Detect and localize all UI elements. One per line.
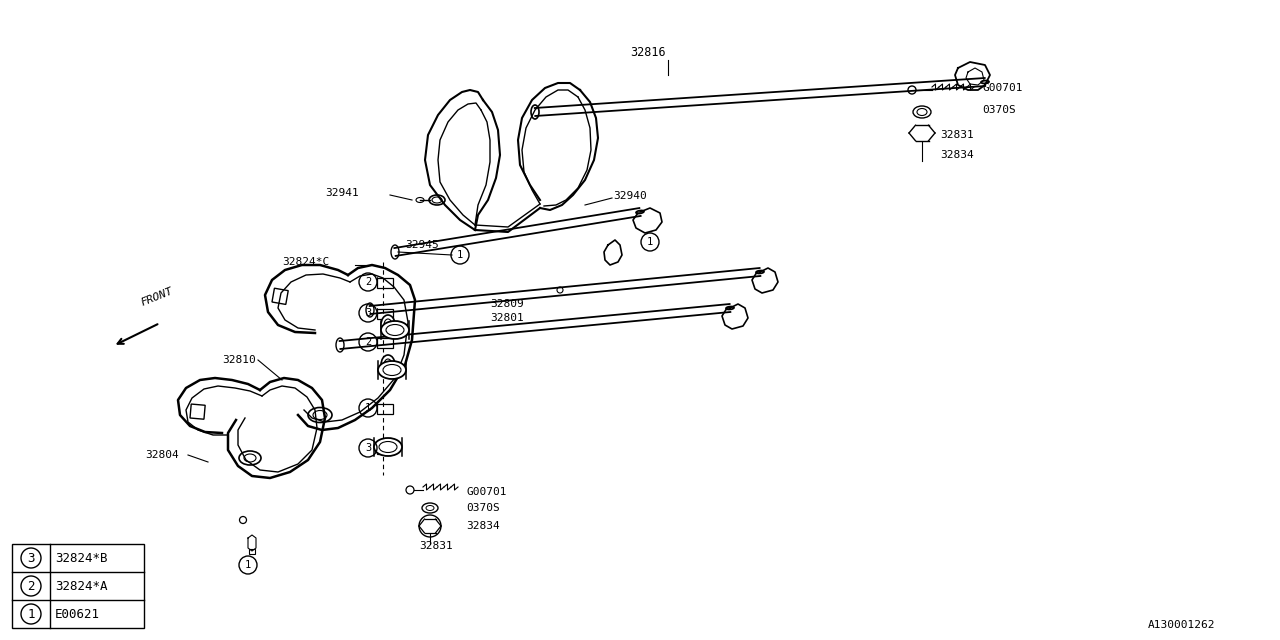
Ellipse shape xyxy=(381,315,396,335)
Text: 32941: 32941 xyxy=(325,188,358,198)
Text: E00621: E00621 xyxy=(55,607,100,621)
Bar xyxy=(12,544,145,628)
Text: 32834: 32834 xyxy=(466,521,499,531)
Text: FRONT: FRONT xyxy=(140,286,175,308)
Text: 32824*A: 32824*A xyxy=(55,579,108,593)
Bar xyxy=(273,288,288,305)
Text: 0370S: 0370S xyxy=(466,503,499,513)
Bar xyxy=(378,309,393,319)
Text: 32834: 32834 xyxy=(940,150,974,160)
Text: 3: 3 xyxy=(365,443,371,453)
Bar xyxy=(250,549,255,554)
Text: A130001262: A130001262 xyxy=(1148,620,1216,630)
Text: 32831: 32831 xyxy=(940,130,974,140)
Text: 32945: 32945 xyxy=(404,240,439,250)
Ellipse shape xyxy=(381,321,410,339)
Ellipse shape xyxy=(378,361,406,379)
Text: 3: 3 xyxy=(365,308,371,318)
Text: 1: 1 xyxy=(27,607,35,621)
Text: 3: 3 xyxy=(27,552,35,564)
Text: G00701: G00701 xyxy=(466,487,507,497)
Text: 1: 1 xyxy=(646,237,653,247)
Text: 0370S: 0370S xyxy=(982,105,1016,115)
Text: 2: 2 xyxy=(365,337,371,347)
Text: 32824*C: 32824*C xyxy=(282,257,329,267)
Ellipse shape xyxy=(239,451,261,465)
Text: 2: 2 xyxy=(27,579,35,593)
Bar xyxy=(378,278,393,288)
Bar xyxy=(378,404,393,414)
Text: 32804: 32804 xyxy=(145,450,179,460)
Text: 32831: 32831 xyxy=(419,541,453,551)
Ellipse shape xyxy=(308,408,332,422)
Ellipse shape xyxy=(374,438,402,456)
Text: 1: 1 xyxy=(244,560,251,570)
Text: 1: 1 xyxy=(365,403,371,413)
Bar xyxy=(189,404,205,419)
Text: 32809: 32809 xyxy=(490,299,524,309)
Text: 2: 2 xyxy=(365,277,371,287)
Text: G00701: G00701 xyxy=(982,83,1023,93)
Text: 1: 1 xyxy=(457,250,463,260)
Bar xyxy=(378,338,393,348)
Text: 32940: 32940 xyxy=(613,191,646,201)
Text: 32810: 32810 xyxy=(221,355,256,365)
Text: 32816: 32816 xyxy=(630,45,666,58)
Text: 32824*B: 32824*B xyxy=(55,552,108,564)
Ellipse shape xyxy=(381,355,396,375)
Bar xyxy=(378,444,393,454)
Text: 32801: 32801 xyxy=(490,313,524,323)
